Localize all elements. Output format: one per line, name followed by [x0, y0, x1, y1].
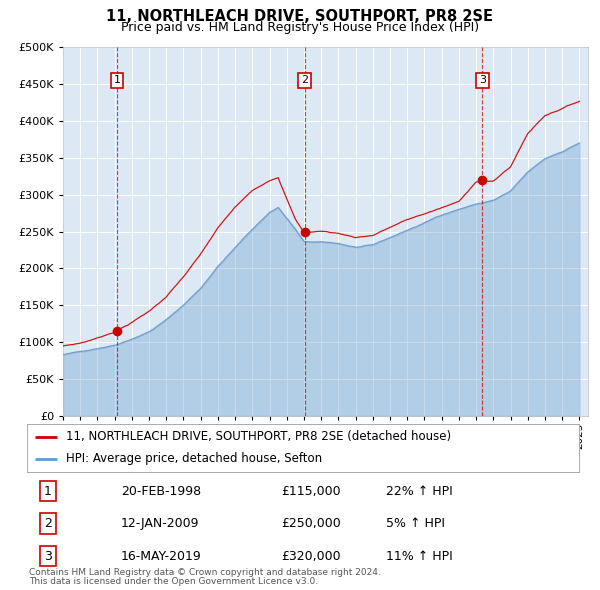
Text: Contains HM Land Registry data © Crown copyright and database right 2024.: Contains HM Land Registry data © Crown c…	[29, 568, 380, 577]
Text: 16-MAY-2019: 16-MAY-2019	[121, 549, 202, 563]
Text: 2: 2	[44, 517, 52, 530]
Text: 2: 2	[301, 76, 308, 86]
Text: 11, NORTHLEACH DRIVE, SOUTHPORT, PR8 2SE: 11, NORTHLEACH DRIVE, SOUTHPORT, PR8 2SE	[107, 9, 493, 24]
Text: £320,000: £320,000	[281, 549, 341, 563]
Text: £115,000: £115,000	[281, 484, 341, 498]
Text: This data is licensed under the Open Government Licence v3.0.: This data is licensed under the Open Gov…	[29, 577, 318, 586]
Text: 20-FEB-1998: 20-FEB-1998	[121, 484, 201, 498]
Text: 12-JAN-2009: 12-JAN-2009	[121, 517, 199, 530]
Text: Price paid vs. HM Land Registry's House Price Index (HPI): Price paid vs. HM Land Registry's House …	[121, 21, 479, 34]
Text: 11, NORTHLEACH DRIVE, SOUTHPORT, PR8 2SE (detached house): 11, NORTHLEACH DRIVE, SOUTHPORT, PR8 2SE…	[65, 430, 451, 443]
Text: £250,000: £250,000	[281, 517, 341, 530]
Text: 1: 1	[113, 76, 121, 86]
Text: 1: 1	[44, 484, 52, 498]
Text: 3: 3	[44, 549, 52, 563]
Text: HPI: Average price, detached house, Sefton: HPI: Average price, detached house, Seft…	[65, 453, 322, 466]
Text: 11% ↑ HPI: 11% ↑ HPI	[386, 549, 452, 563]
Text: 22% ↑ HPI: 22% ↑ HPI	[386, 484, 452, 498]
Text: 3: 3	[479, 76, 486, 86]
Text: 5% ↑ HPI: 5% ↑ HPI	[386, 517, 445, 530]
